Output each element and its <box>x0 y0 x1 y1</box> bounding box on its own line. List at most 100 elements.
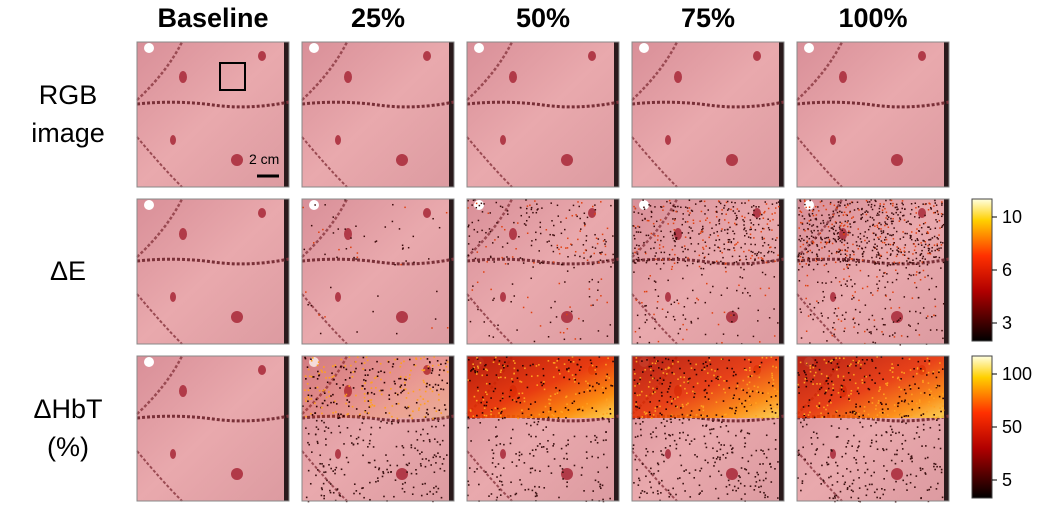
hbt-speck <box>855 412 857 414</box>
change-speck <box>777 322 779 324</box>
hbt-speck <box>740 467 743 469</box>
hbt-speck <box>394 479 397 481</box>
change-speck <box>475 206 478 209</box>
hbt-speck <box>647 386 650 388</box>
hbt-speck <box>554 393 556 395</box>
hbt-speck <box>342 384 345 386</box>
change-speck <box>821 247 823 249</box>
change-speck <box>654 289 657 291</box>
change-speck <box>504 263 507 265</box>
change-speck <box>845 199 847 201</box>
change-speck <box>895 211 897 214</box>
change-speck <box>884 286 886 289</box>
hbt-speck <box>769 463 771 466</box>
hbt-speck <box>424 416 427 418</box>
hbt-speck <box>757 473 760 476</box>
hbt-speck <box>657 492 659 495</box>
change-speck <box>432 217 434 220</box>
change-speck <box>910 238 913 241</box>
change-speck <box>853 253 855 256</box>
change-speck <box>585 239 588 242</box>
image-panel <box>465 40 621 189</box>
hbt-speck <box>660 368 663 371</box>
hbt-speck <box>542 374 545 377</box>
hbt-speck <box>886 384 888 387</box>
change-speck <box>686 328 688 331</box>
hbt-speck <box>412 410 414 413</box>
skin-image <box>465 40 621 189</box>
change-speck <box>889 248 892 250</box>
change-speck <box>324 316 326 318</box>
hbt-speck <box>749 391 752 393</box>
hbt-speck <box>361 422 364 424</box>
hbt-speck <box>858 477 860 479</box>
hbt-speck <box>348 377 351 379</box>
hbt-speck <box>936 384 939 387</box>
change-speck <box>921 261 924 263</box>
change-speck <box>530 206 533 209</box>
change-speck <box>318 314 320 316</box>
hbt-speck <box>505 356 508 358</box>
hbt-speck <box>477 367 480 369</box>
change-speck <box>880 223 882 226</box>
hbt-speck <box>714 487 717 490</box>
change-speck <box>862 252 864 255</box>
change-speck <box>742 219 744 221</box>
change-speck <box>863 330 866 333</box>
change-speck <box>737 307 740 310</box>
hbt-speck <box>898 431 900 434</box>
hbt-speck <box>760 361 763 364</box>
change-speck <box>487 212 490 215</box>
hbt-speck <box>414 364 417 367</box>
change-speck <box>878 253 880 255</box>
hbt-speck <box>674 417 676 419</box>
hbt-speck <box>883 393 885 396</box>
change-speck <box>355 258 357 260</box>
change-speck <box>633 205 635 208</box>
hbt-speck <box>500 410 503 413</box>
change-speck <box>476 251 479 253</box>
hbt-speck <box>846 487 849 489</box>
hbt-speck <box>330 467 332 470</box>
hbt-speck <box>736 382 739 385</box>
change-speck <box>806 222 809 224</box>
change-speck <box>672 315 675 318</box>
change-speck <box>643 241 645 244</box>
hbt-speck <box>762 463 764 465</box>
change-speck <box>857 228 859 230</box>
hbt-speck <box>645 394 648 397</box>
change-speck <box>933 314 935 316</box>
change-speck <box>765 261 768 264</box>
change-speck <box>866 236 868 239</box>
change-speck <box>700 200 703 202</box>
hbt-speck <box>671 433 674 436</box>
change-speck <box>851 298 853 300</box>
hbt-speck <box>933 446 936 449</box>
hbt-speck <box>549 407 552 409</box>
change-speck <box>837 251 840 253</box>
hbt-speck <box>707 461 709 464</box>
hbt-speck <box>881 487 883 490</box>
change-speck <box>801 215 804 217</box>
change-speck <box>841 211 843 214</box>
change-speck <box>767 251 769 254</box>
change-speck <box>560 221 562 223</box>
hbt-speck <box>365 356 368 358</box>
hbt-speck <box>820 483 823 485</box>
hbt-speck <box>765 407 767 410</box>
hbt-speck <box>440 363 442 366</box>
change-speck <box>718 238 721 241</box>
hbt-speck <box>753 489 756 491</box>
hbt-speck <box>399 387 402 389</box>
hbt-speck <box>491 473 494 475</box>
hbt-speck <box>917 387 920 389</box>
image-panel <box>630 354 786 503</box>
hbt-speck <box>348 385 351 387</box>
change-speck <box>671 234 674 237</box>
hbt-speck <box>705 446 708 449</box>
change-speck <box>916 238 918 240</box>
hbt-speck <box>859 405 861 408</box>
hbt-speck <box>898 395 901 398</box>
hbt-speck <box>903 415 906 418</box>
change-speck <box>812 214 815 217</box>
